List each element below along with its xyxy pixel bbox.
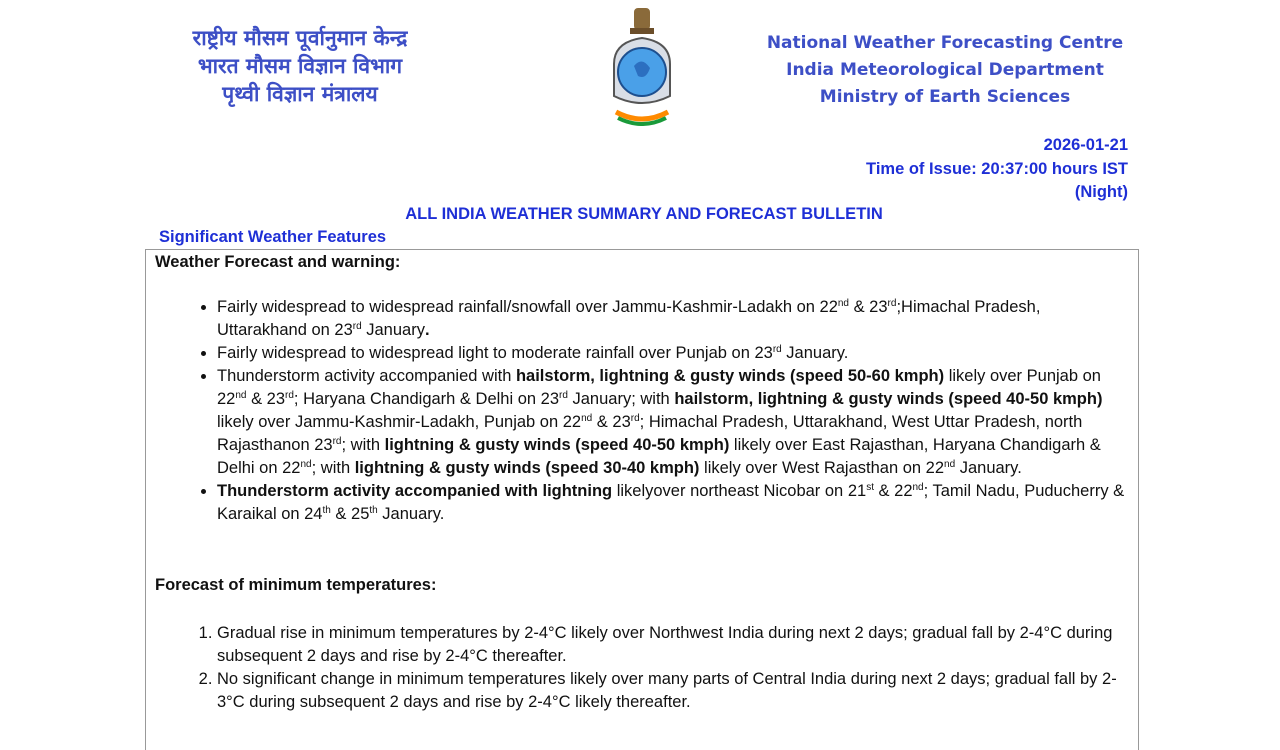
superscript: nd <box>235 390 247 401</box>
english-line: India Meteorological Department <box>786 60 1104 80</box>
hindi-line: राष्ट्रीय मौसम पूर्वानुमान केन्द्र <box>192 26 408 50</box>
text-segment: ; with <box>311 459 355 477</box>
min-temp-list: Gradual rise in minimum temperatures by … <box>146 622 1132 714</box>
text-segment: & 25 <box>330 505 370 523</box>
superscript: rd <box>285 390 294 401</box>
superscript: rd <box>559 390 568 401</box>
issue-time: Time of Issue: 20:37:00 hours IST <box>866 159 1128 178</box>
superscript: nd <box>581 413 593 424</box>
text-segment: likelyover northeast Nicobar on 21 <box>612 482 867 500</box>
bold-text: . <box>424 321 430 339</box>
list-item: Thunderstorm activity accompanied with l… <box>217 480 1132 526</box>
superscript: rd <box>352 321 362 332</box>
hindi-header: राष्ट्रीय मौसम पूर्वानुमान केन्द्र भारत … <box>160 24 440 108</box>
bold-text: lightning & gusty winds (speed 30-40 kmp… <box>354 459 700 477</box>
superscript: rd <box>887 298 897 309</box>
section-title: Significant Weather Features <box>159 228 387 246</box>
bold-text: lightning & gusty winds (speed 40-50 kmp… <box>384 436 730 454</box>
superscript: th <box>322 505 331 516</box>
text-segment: January. <box>955 459 1022 477</box>
text-segment: likely over West Rajasthan on 22 <box>699 459 945 477</box>
text-segment: & 23 <box>246 390 286 408</box>
english-line: Ministry of Earth Sciences <box>819 87 1071 107</box>
warning-heading: Weather Forecast and warning: <box>155 253 401 271</box>
text-segment: ; with <box>341 436 385 454</box>
issue-info: 2026-01-21 Time of Issue: 20:37:00 hours… <box>866 134 1128 205</box>
text-segment: & 22 <box>873 482 913 500</box>
superscript: st <box>866 482 874 493</box>
text-segment: January; with <box>567 390 675 408</box>
superscript: rd <box>332 436 342 447</box>
text-segment: likely over East Rajasthan, Haryana Chan… <box>217 436 1101 477</box>
hindi-line: भारत मौसम विज्ञान विभाग <box>197 54 403 78</box>
text-segment: Fairly widespread to widespread rainfall… <box>217 298 838 316</box>
english-line: National Weather Forecasting Centre <box>766 33 1124 53</box>
superscript: th <box>369 505 378 516</box>
english-header: National Weather Forecasting Centre Indi… <box>760 30 1130 111</box>
superscript: rd <box>772 344 782 355</box>
bold-text: hailstorm, lightning & gusty winds (spee… <box>515 367 945 385</box>
text-segment: January <box>361 321 425 339</box>
hindi-line: पृथ्वी विज्ञान मंत्रालय <box>222 82 378 106</box>
text-segment: ; Haryana Chandigarh & Delhi on 23 <box>293 390 560 408</box>
text-segment: likely over Punjab on 22 <box>217 367 1101 408</box>
list-item: Fairly widespread to widespread light to… <box>217 342 1132 365</box>
min-temp-heading: Forecast of minimum temperatures: <box>155 576 437 594</box>
text-segment: Thunderstorm activity accompanied with <box>217 367 516 385</box>
list-item: Fairly widespread to widespread rainfall… <box>217 296 1132 342</box>
bold-text: hailstorm, lightning & gusty winds (spee… <box>674 390 1103 408</box>
text-segment: Fairly widespread to widespread light to… <box>217 344 773 362</box>
text-segment: likely over Jammu-Kashmir-Ladakh, Punjab… <box>217 413 582 431</box>
text-segment: ; Tamil Nadu, Puducherry & Karaikal on 2… <box>217 482 1125 523</box>
superscript: nd <box>912 482 924 493</box>
text-segment: ; Himachal Pradesh, Uttarakhand, West Ut… <box>217 413 1083 454</box>
imd-emblem-logo <box>613 8 671 126</box>
superscript: nd <box>837 298 849 309</box>
list-item: Gradual rise in minimum temperatures by … <box>217 622 1132 668</box>
text-segment: & 23 <box>849 298 888 316</box>
bulletin-title: ALL INDIA WEATHER SUMMARY AND FORECAST B… <box>405 205 883 223</box>
list-item: Thunderstorm activity accompanied with h… <box>217 365 1132 480</box>
superscript: nd <box>300 459 312 470</box>
text-segment: January. <box>781 344 849 362</box>
text-segment: ;Himachal Pradesh, Uttarakhand on 23 <box>217 298 1041 339</box>
text-segment: January. <box>377 505 445 523</box>
issue-period: (Night) <box>1074 183 1128 201</box>
bold-text: Thunderstorm activity accompanied with l… <box>217 482 613 500</box>
superscript: rd <box>630 413 640 424</box>
text-segment: & 23 <box>592 413 631 431</box>
issue-date: 2026-01-21 <box>1043 136 1128 154</box>
superscript: nd <box>944 459 956 470</box>
warning-list: Fairly widespread to widespread rainfall… <box>146 296 1132 526</box>
list-item: No significant change in minimum tempera… <box>217 668 1132 714</box>
significant-weather-box: Weather Forecast and warning: Fairly wid… <box>145 249 1139 750</box>
